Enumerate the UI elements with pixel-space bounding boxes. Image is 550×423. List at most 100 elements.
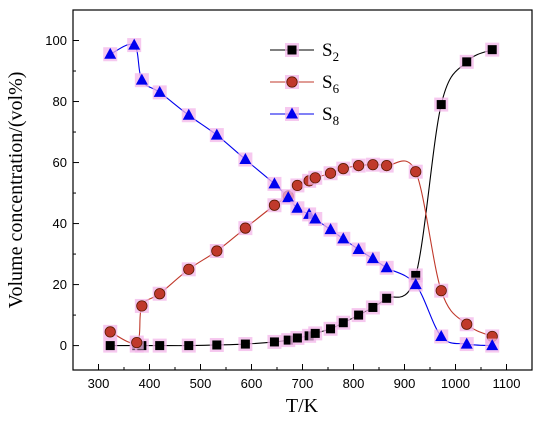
marker-triangle (324, 223, 337, 235)
data-point-S8 (152, 85, 167, 100)
marker-triangle (128, 38, 141, 50)
legend-label-main: S (322, 104, 333, 125)
marker-triangle (460, 337, 473, 349)
marker-circle (309, 172, 321, 184)
data-point-S2 (434, 97, 449, 112)
data-point-S2 (323, 321, 338, 336)
y-tick-label: 0 (60, 338, 67, 353)
data-point-S2 (152, 338, 167, 353)
marker-triangle (239, 152, 252, 164)
data-point-S6 (103, 324, 118, 339)
x-tick-label: 1000 (441, 376, 470, 391)
data-point-S8 (323, 222, 338, 237)
y-axis-title: Volume concentration/(vol%) (5, 72, 27, 309)
marker-circle (352, 159, 365, 172)
axes-layer: 300 400 500 600 700 800 900 1000 1100 0 20 40 60 80 10… (45, 33, 520, 391)
data-point-S6 (365, 157, 380, 172)
data-point-S6 (351, 158, 366, 173)
marker-circle (211, 245, 223, 257)
x-tick-label: 500 (190, 376, 212, 391)
marker-triangle (153, 85, 166, 97)
marker-square (269, 337, 279, 347)
marker-circle (435, 285, 447, 297)
x-axis-title: T/K (286, 395, 319, 417)
x-tick-label: 400 (139, 376, 161, 391)
x-tick-label: 1100 (493, 376, 521, 391)
data-point-S2 (485, 42, 500, 57)
legend-entry: S2 (270, 40, 339, 64)
marker-triangle (286, 107, 298, 119)
marker-square (105, 341, 115, 351)
data-point-S8 (434, 329, 449, 344)
series-line-S2 (110, 49, 493, 347)
data-point-S6 (152, 286, 167, 301)
marker-triangle (309, 212, 322, 224)
marker-triangle (291, 201, 304, 213)
x-tick-label: 700 (292, 376, 314, 391)
data-point-S8 (181, 108, 196, 123)
marker-triangle (210, 128, 223, 140)
marker-circle (291, 179, 303, 192)
data-point-S2 (379, 291, 394, 306)
marker-circle (286, 76, 298, 88)
legend-label: S2 (322, 40, 339, 64)
data-point-S8 (103, 47, 118, 62)
x-tick-label: 600 (241, 376, 263, 391)
marker-circle (337, 163, 349, 175)
marker-circle (367, 159, 379, 171)
legend-marker (285, 43, 299, 57)
legend-label-main: S (322, 72, 333, 93)
data-point-S8 (459, 337, 474, 352)
data-point-S6 (209, 244, 224, 259)
legend-entry: S6 (270, 72, 340, 96)
data-point-S6 (323, 166, 338, 181)
data-point-S2 (365, 300, 380, 315)
data-point-S8 (379, 260, 394, 275)
y-tick-label: 80 (53, 94, 67, 109)
marker-square (155, 341, 165, 351)
marker-circle (154, 288, 166, 300)
data-point-S8 (134, 73, 149, 88)
marker-triangle (435, 329, 448, 341)
marker-triangle (135, 73, 148, 85)
x-tick-label: 900 (394, 376, 416, 391)
marker-square (212, 340, 222, 350)
data-point-S6 (134, 298, 149, 313)
marker-circle (324, 167, 337, 179)
marker-circle (410, 166, 422, 178)
marker-square (240, 339, 250, 349)
marker-triangle (104, 47, 117, 59)
marker-square (287, 45, 297, 55)
marker-triangle (268, 177, 281, 189)
data-point-S8 (209, 128, 224, 143)
data-point-S8 (308, 211, 323, 226)
series-line-S8 (109, 43, 493, 347)
marker-square (368, 302, 378, 312)
legend-label-subscript: 6 (333, 81, 340, 96)
marker-triangle (409, 278, 422, 290)
marker-square (354, 310, 364, 320)
data-point-S8 (127, 38, 142, 53)
data-point-S8 (408, 277, 423, 292)
data-point-S2 (209, 337, 224, 352)
data-point-S2 (103, 338, 118, 353)
marker-square (382, 293, 392, 303)
marker-triangle (486, 339, 499, 351)
marker-square (326, 324, 336, 334)
data-point-S2 (267, 334, 282, 349)
y-tick-label: 100 (45, 33, 67, 48)
data-point-S2 (351, 308, 366, 323)
data-point-S8 (336, 231, 351, 246)
marker-triangle (380, 261, 393, 273)
marker-circle (131, 336, 143, 349)
legend-label-subscript: 8 (333, 113, 340, 128)
marker-square (292, 333, 302, 343)
marker-square (338, 318, 348, 328)
legend-label: S8 (322, 104, 339, 128)
data-point-S6 (379, 158, 394, 173)
series-lines (109, 43, 493, 347)
marker-square (283, 335, 293, 345)
legend-label: S6 (322, 72, 340, 96)
data-point-S8 (351, 242, 366, 257)
